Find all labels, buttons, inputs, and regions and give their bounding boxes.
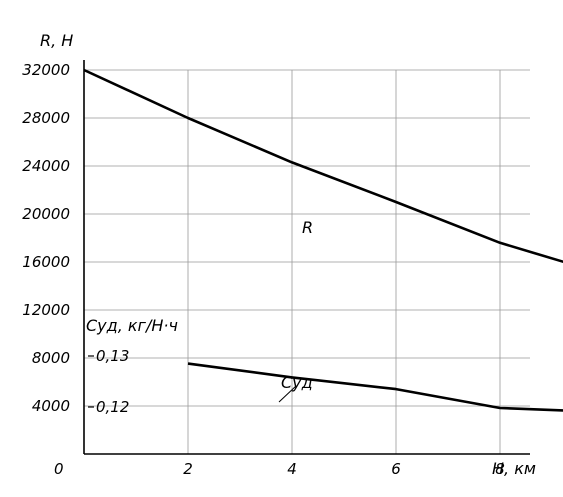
- axes: [83, 60, 530, 455]
- x-tick-label: 4: [287, 460, 297, 478]
- y-tick-label: 24000: [22, 157, 70, 175]
- series-lines: [83, 68, 563, 412]
- y-tick-label: 20000: [22, 205, 70, 223]
- x-tick-label: 8: [495, 460, 505, 478]
- series-label-leader: [278, 385, 297, 403]
- y-tick-label: 8000: [32, 349, 70, 367]
- origin-label: 0: [54, 460, 64, 478]
- y2-axis-title: Суд, кг/Н·ч: [86, 316, 178, 335]
- grid: [84, 69, 530, 454]
- x-tick-label: 2: [183, 460, 193, 478]
- y-tick-label: 12000: [22, 301, 70, 319]
- series-line-Cud: [187, 362, 563, 412]
- y2-tick-label: 0,12: [96, 398, 129, 416]
- y-tick-label: 28000: [22, 109, 70, 127]
- series-label-R: R: [302, 218, 313, 237]
- y-tick-label: 32000: [22, 61, 70, 79]
- series-line-R: [83, 68, 563, 264]
- y-tick-label: 4000: [32, 397, 70, 415]
- y2-tick-label: 0,13: [96, 347, 129, 365]
- series-label-Cud: Суд: [281, 373, 313, 392]
- y-tick-label: 16000: [22, 253, 70, 271]
- x-tick-label: 6: [391, 460, 401, 478]
- y-axis-title: R, Н: [40, 31, 73, 50]
- x-axis-title: H, км: [492, 459, 536, 478]
- tick-labels: 2468101214400080001200016000200002400028…: [22, 61, 505, 478]
